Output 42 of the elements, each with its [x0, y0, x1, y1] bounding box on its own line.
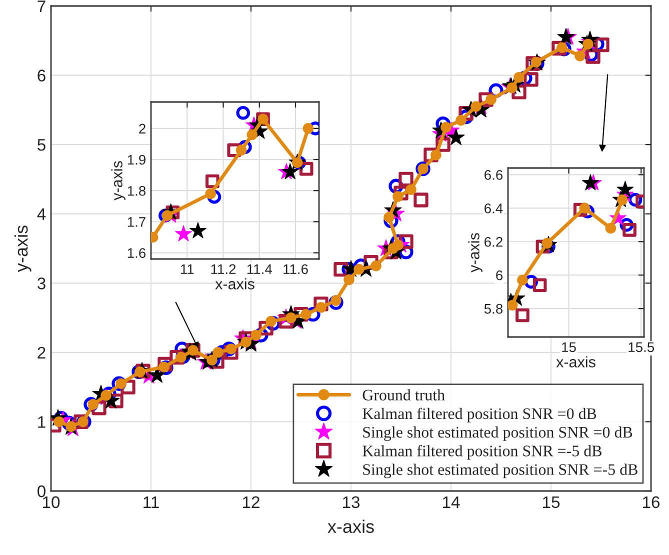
x-tick-label: 11.2 [211, 264, 236, 274]
y-tick-label: 6.2 [484, 236, 502, 247]
x-tick-label: 10 [43, 496, 60, 508]
y-tick-label: 1.8 [128, 186, 146, 196]
x-axis-title: x-axis [556, 356, 596, 368]
y-tick-label: 5 [38, 139, 46, 151]
y-tick-label: 6.6 [484, 170, 503, 180]
y-axis-title: y-axis [468, 233, 482, 272]
x-tick-label: 15 [543, 496, 560, 508]
legend-label: Single shot estimated position SNR =0 dB [363, 426, 632, 441]
y-tick-label: 2 [38, 346, 46, 358]
x-tick-label: 16 [643, 496, 660, 508]
y-tick-label: 6 [38, 70, 46, 82]
x-tick-label: 11.6 [284, 264, 308, 274]
x-tick-label: 11 [180, 264, 194, 274]
legend-label: Kalman filtered position SNR =0 dB [362, 408, 596, 422]
y-tick-label: 6 [496, 270, 503, 280]
x-tick-label: 14 [443, 496, 460, 508]
x-axis-title: x-axis [328, 520, 374, 533]
y-tick-label: 6.4 [484, 203, 503, 214]
y-tick-label: 1.7 [128, 217, 146, 227]
y-tick-label: 1 [38, 416, 46, 428]
legend-label: Single shot estimated position SNR =-5 dB [363, 464, 638, 478]
legend-label: Kalman filtered position SNR =-5 dB [362, 444, 602, 460]
y-axis-title: y-axis [14, 226, 32, 272]
x-tick-label: 11 [144, 496, 159, 508]
y-tick-label: 4 [37, 208, 46, 220]
x-tick-label: 11.4 [247, 264, 272, 274]
y-tick-label: 2 [139, 124, 146, 134]
x-tick-label: 12 [243, 496, 260, 508]
y-tick-label: 1.6 [128, 248, 146, 258]
x-tick-label: 15.5 [628, 342, 654, 352]
legend-label: Ground truth [362, 389, 445, 400]
y-tick-label: 1.9 [128, 154, 146, 165]
y-axis-title: y-axis [111, 161, 126, 200]
x-tick-label: 13 [343, 496, 360, 508]
x-tick-label: 15 [562, 342, 576, 352]
y-tick-label: 5.8 [484, 304, 503, 314]
x-axis-title: x-axis [215, 278, 254, 290]
y-tick-label: 3 [38, 278, 46, 290]
y-tick-label: 7 [38, 0, 46, 12]
y-tick-label: 0 [38, 485, 46, 498]
